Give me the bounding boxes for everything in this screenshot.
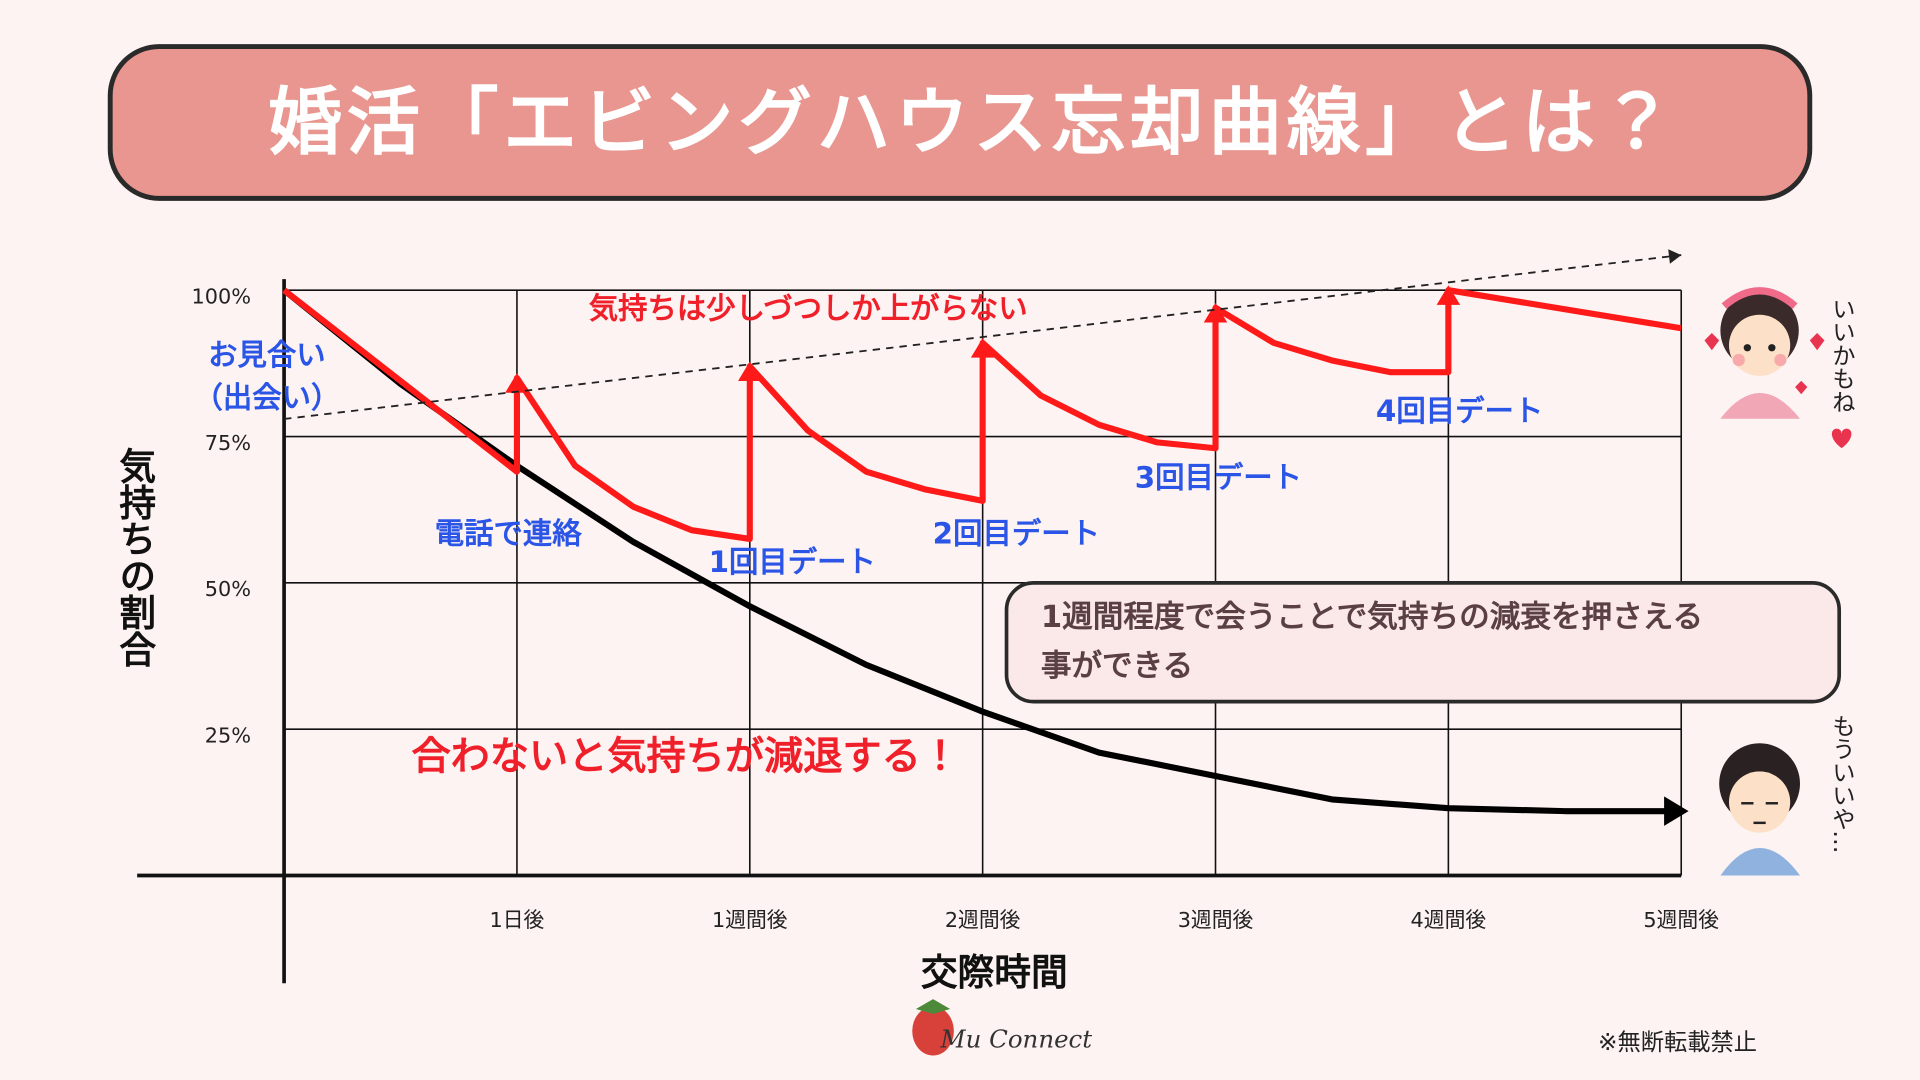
annotation: 合わないと気持ちが減退する！: [412, 735, 960, 780]
x-tick-label: 5週間後: [1643, 908, 1719, 932]
annotation: 気持ちは少しづつしか上がらない: [589, 291, 1028, 325]
reaction-text: いいかもね: [1828, 297, 1855, 413]
x-tick-label: 4週間後: [1411, 908, 1487, 932]
callout-box: [1004, 581, 1842, 704]
footer: ※無断転載禁止: [1598, 1029, 1757, 1056]
happy-character: [1704, 287, 1825, 419]
annotation: 電話で連絡: [435, 517, 583, 551]
logo: [912, 999, 954, 1056]
y-axis-label: 気持ちの割合: [113, 447, 156, 667]
callout-text: 事ができる: [1041, 648, 1193, 684]
arrowhead: [1436, 285, 1461, 305]
arrowhead: [738, 361, 762, 381]
annotation: 4回目デート: [1376, 394, 1543, 428]
heart: [1831, 428, 1852, 449]
arrowhead: [1664, 796, 1689, 826]
arrowhead: [1668, 249, 1682, 264]
annotation: 2回目デート: [933, 517, 1100, 551]
y-tick-label: 50%: [205, 577, 251, 601]
data-line: [282, 287, 1682, 543]
x-tick-label: 1日後: [490, 908, 545, 932]
annotation: （出会い）: [193, 381, 340, 415]
x-tick-label: 2週間後: [945, 908, 1021, 932]
reaction-text: もういいや…: [1828, 714, 1855, 854]
y-tick-label: 100%: [192, 285, 251, 309]
arrowhead: [1203, 302, 1228, 323]
plot: 25% 50% 75% 100% 1日後 1週間後 2週間後 3週間後 4週間後 5週間後: [137, 249, 1719, 984]
arrowhead: [970, 337, 995, 358]
annotation: 1回目デート: [709, 545, 876, 579]
data-line: [283, 254, 1682, 420]
callout-text: 1週間程度で会うことで気持ちの減衰を押さえる: [1041, 600, 1703, 635]
arrowhead: [505, 373, 529, 393]
title-box: [107, 44, 1813, 201]
sad-character: [1719, 743, 1800, 876]
chart-title: 婚活「エビングハウス忘却曲線」とは？: [268, 80, 1678, 165]
y-tick-label: 75%: [205, 431, 251, 455]
x-tick-label: 1週間後: [712, 908, 788, 932]
annotation: 3回目デート: [1135, 460, 1302, 494]
x-tick-label: 3週間後: [1178, 908, 1254, 932]
brand: Mu Connect: [940, 1024, 1093, 1053]
x-axis-label: 交際時間: [921, 951, 1068, 994]
y-tick-label: 25%: [205, 724, 251, 748]
annotation: お見合い: [208, 338, 326, 372]
